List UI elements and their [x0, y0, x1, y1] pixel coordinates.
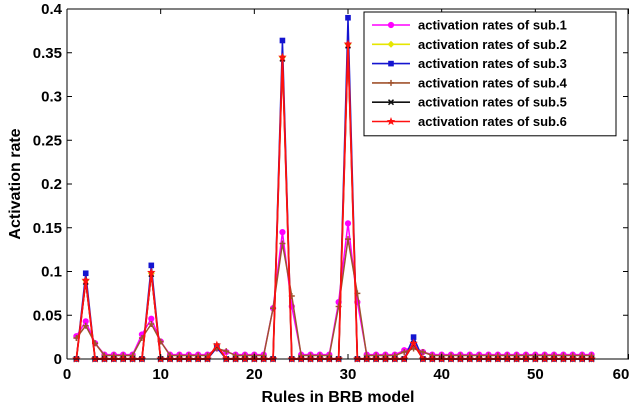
y-tick-label: 0.3	[41, 89, 62, 106]
legend-item: activation rates of sub.1	[372, 18, 567, 33]
legend-item: activation rates of sub.5	[372, 95, 567, 110]
series-1-point	[279, 229, 286, 236]
x-axis-title: Rules in BRB model	[262, 389, 415, 406]
series-3-point	[410, 334, 417, 340]
y-tick-label: 0	[54, 351, 62, 368]
legend-swatch-marker	[388, 60, 394, 67]
legend-label: activation rates of sub.6	[418, 114, 567, 129]
legend-item: activation rates of sub.2	[372, 37, 567, 52]
series-4-point	[148, 321, 155, 327]
tick-labels: 0 10 20 30 40 50 60 0 0.05 0.1 0.15 0.2 0.25 0.3 0.35 0…	[33, 1, 629, 383]
y-tick-label: 0.1	[41, 264, 62, 281]
x-tick-label: 40	[433, 366, 450, 383]
series-4-point	[223, 348, 230, 355]
legend: activation rates of sub.1 activation rate…	[363, 11, 617, 137]
legend-label: activation rates of sub.4	[418, 75, 568, 90]
series-6-point	[343, 39, 353, 48]
legend-item: activation rates of sub.6	[372, 114, 567, 129]
legend-label: activation rates of sub.2	[418, 37, 567, 52]
series-6-point	[409, 338, 418, 347]
y-tick-label: 0.25	[33, 132, 62, 149]
x-tick-label: 50	[527, 366, 544, 383]
x-tick-label: 10	[152, 366, 169, 383]
legend-label: activation rates of sub.1	[418, 18, 567, 33]
legend-swatch-marker	[387, 40, 395, 48]
series-3-point	[279, 37, 286, 44]
series-6-point	[278, 52, 287, 61]
series-3-point	[82, 270, 89, 277]
x-tick-label: 20	[246, 366, 263, 383]
y-tick-label: 0.35	[33, 45, 62, 62]
legend-label: activation rates of sub.5	[418, 95, 567, 110]
x-tick-label: 0	[63, 366, 71, 383]
y-tick-label: 0.15	[33, 220, 62, 237]
y-axis-title: Activation rate	[7, 128, 24, 239]
series-3-point	[345, 14, 351, 21]
legend-label: activation rates of sub.3	[418, 56, 567, 71]
series-6-point	[212, 340, 222, 349]
series-4-point	[82, 322, 89, 329]
series-1-point	[344, 220, 352, 227]
x-tick-label: 30	[340, 366, 357, 383]
y-tick-label: 0.05	[33, 307, 62, 324]
series-1-point	[148, 315, 155, 322]
y-tick-label: 0.4	[41, 1, 63, 18]
y-tick-label: 0.2	[41, 176, 62, 193]
series-3-point	[148, 262, 155, 269]
legend-item: activation rates of sub.3	[372, 56, 567, 71]
legend-swatch-marker	[388, 79, 394, 86]
series-4-point	[279, 240, 286, 247]
x-tick-label: 60	[613, 366, 629, 383]
series-6-point	[81, 275, 91, 284]
legend-swatch-marker-b	[387, 99, 395, 106]
series-4-point	[345, 236, 351, 243]
legend-box	[363, 11, 617, 137]
legend-item: activation rates of sub.4	[372, 75, 568, 90]
series-6-point	[147, 267, 156, 277]
legend-swatch-marker	[387, 21, 395, 29]
legend-swatch-marker	[386, 117, 396, 126]
series-4-point	[401, 349, 408, 355]
series-4-point	[419, 349, 426, 355]
legend-swatch-marker	[387, 99, 395, 106]
